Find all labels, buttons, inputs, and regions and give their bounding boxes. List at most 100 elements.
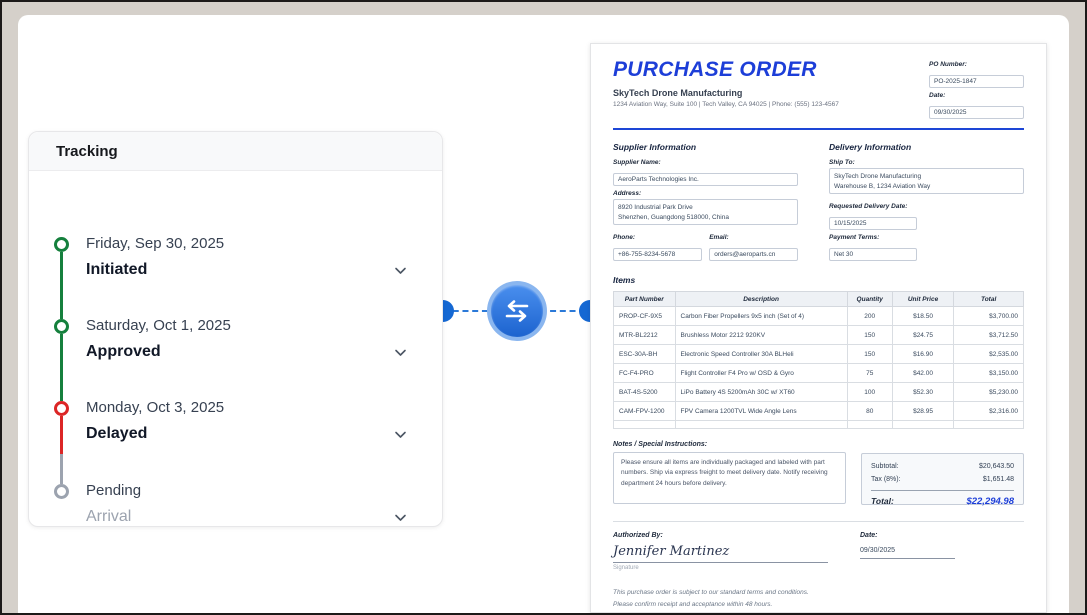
po-company-name: SkyTech Drone Manufacturing: [613, 88, 743, 98]
requested-delivery-date-input[interactable]: [829, 217, 917, 230]
cell-qty: 200: [846, 306, 893, 326]
col-header-part: Part Number: [613, 291, 676, 307]
timeline-connector: [60, 416, 63, 454]
footer-line-1: This purchase order is subject to our st…: [613, 589, 809, 596]
sync-hub-button[interactable]: [487, 281, 547, 341]
po-meta-fields: PO Number: Date:: [929, 61, 1024, 119]
cell-total: $2,535.00: [953, 344, 1024, 364]
cell-price: $42.00: [891, 363, 955, 383]
timeline-event-date: Pending: [86, 482, 142, 499]
payment-terms-label: Payment Terms:: [829, 234, 880, 241]
po-date-label: Date:: [929, 92, 946, 99]
po-date-input[interactable]: [929, 106, 1024, 119]
chevron-down-icon[interactable]: [394, 264, 407, 277]
signature-date-block: Date: 09/30/2025: [860, 532, 955, 571]
timeline-node-approved: [54, 319, 69, 334]
cell-qty: 75: [846, 363, 893, 383]
signature-field[interactable]: Jennifer Martinez: [613, 541, 828, 563]
cell-price: $18.50: [891, 306, 955, 326]
supplier-address-label: Address:: [613, 190, 642, 197]
table-row: CAM-FPV-1200 FPV Camera 1200TVL Wide Ang…: [613, 401, 1024, 421]
cell-price: $16.90: [891, 344, 955, 364]
timeline-event-date: Monday, Oct 3, 2025: [86, 399, 225, 416]
delivery-section: Delivery Information Ship To: SkyTech Dr…: [829, 142, 1024, 261]
timeline-event-date: Friday, Sep 30, 2025: [86, 235, 225, 252]
chevron-down-icon[interactable]: [394, 346, 407, 359]
notes-label: Notes / Special Instructions:: [613, 441, 708, 448]
tracking-timeline: Friday, Sep 30, 2025 Initiated Saturday,…: [29, 171, 442, 527]
table-row: PROP-CF-9X5 Carbon Fiber Propellers 9x5 …: [613, 306, 1024, 326]
subtotal-label: Subtotal:: [871, 463, 899, 470]
header-divider: [613, 128, 1024, 130]
col-header-total: Total: [953, 291, 1024, 307]
po-number-label: PO Number:: [929, 61, 967, 68]
supplier-name-label: Supplier Name:: [613, 159, 661, 166]
transfer-arrows-icon: [491, 285, 543, 337]
signature-caption: Signature: [613, 565, 639, 571]
cell-part: MTR-BL2212: [613, 325, 676, 345]
timeline-node-initiated: [54, 237, 69, 252]
supplier-address-input[interactable]: 8920 Industrial Park Drive Shenzhen, Gua…: [613, 199, 798, 225]
cell-desc: Electronic Speed Controller 30A BLHeli: [674, 344, 848, 364]
table-row-empty: [613, 420, 1024, 429]
totals-box: Subtotal: $20,643.50 Tax (8%): $1,651.48…: [861, 453, 1024, 507]
supplier-email-label: Email:: [709, 234, 729, 241]
cell-qty: 100: [846, 382, 893, 402]
authorized-by-label: Authorized By:: [613, 532, 663, 539]
supplier-phone-input[interactable]: [613, 248, 702, 261]
col-header-qty: Quantity: [846, 291, 893, 307]
timeline-connector: [60, 334, 63, 401]
col-header-desc: Description: [674, 291, 848, 307]
tracking-card-header: Tracking: [29, 132, 442, 171]
table-row: ESC-30A-BH Electronic Speed Controller 3…: [613, 344, 1024, 364]
purchase-order-document: PURCHASE ORDER SkyTech Drone Manufacturi…: [590, 43, 1047, 613]
tax-value: $1,651.48: [982, 476, 1014, 484]
total-label: Total:: [871, 495, 894, 506]
cell-qty: 150: [846, 344, 893, 364]
timeline-event-date: Saturday, Oct 1, 2025: [86, 317, 231, 334]
supplier-name-input[interactable]: [613, 173, 798, 186]
timeline-node-arrival: [54, 484, 69, 499]
cell-qty: 150: [846, 325, 893, 345]
cell-desc: Flight Controller F4 Pro w/ OSD & Gyro: [674, 363, 848, 383]
supplier-email-input[interactable]: [709, 248, 798, 261]
timeline-node-delayed: [54, 401, 69, 416]
po-company-address: 1234 Aviation Way, Suite 100 | Tech Vall…: [613, 101, 839, 108]
cell-price: $24.75: [891, 325, 955, 345]
timeline-event-status: Approved: [86, 343, 161, 360]
po-header-left: PURCHASE ORDER SkyTech Drone Manufacturi…: [613, 58, 839, 108]
cell-total: $2,316.00: [953, 401, 1024, 421]
total-value: $22,294.98: [966, 495, 1014, 507]
signature-divider: [613, 521, 1024, 522]
cell-desc: LiPo Battery 4S 5200mAh 30C w/ XT60: [674, 382, 848, 402]
table-row: FC-F4-PRO Flight Controller F4 Pro w/ OS…: [613, 363, 1024, 383]
po-number-input[interactable]: [929, 75, 1024, 88]
po-title: PURCHASE ORDER: [613, 58, 817, 81]
chevron-down-icon[interactable]: [394, 511, 407, 524]
authorized-by-block: Authorized By: Jennifer Martinez Signatu…: [613, 532, 828, 571]
chevron-down-icon[interactable]: [394, 428, 407, 441]
col-header-price: Unit Price: [891, 291, 955, 307]
notes-text[interactable]: Please ensure all items are individually…: [613, 452, 846, 504]
cell-total: $3,712.50: [953, 325, 1024, 345]
timeline-event-status: Arrival: [86, 508, 132, 525]
footer-line-2: Please confirm receipt and acceptance wi…: [613, 601, 773, 609]
notes-section: Notes / Special Instructions: Please ens…: [613, 441, 846, 505]
totals-divider: [871, 489, 1014, 491]
cell-price: $52.30: [891, 382, 955, 402]
signature-date-label: Date:: [860, 532, 878, 539]
payment-terms-input[interactable]: [829, 248, 917, 261]
cell-desc: Carbon Fiber Propellers 9x5 inch (Set of…: [674, 306, 848, 326]
tracking-card: Tracking Friday, Sep 30, 2025 Initiated …: [28, 131, 443, 527]
ship-to-input[interactable]: SkyTech Drone Manufacturing Warehouse B,…: [829, 168, 1024, 194]
cell-part: BAT-4S-5200: [613, 382, 676, 402]
tax-label: Tax (8%):: [871, 476, 901, 484]
cell-total: $3,700.00: [953, 306, 1024, 326]
subtotal-value: $20,643.50: [978, 463, 1014, 470]
cell-price: $28.95: [891, 401, 955, 421]
cell-desc: FPV Camera 1200TVL Wide Angle Lens: [674, 401, 848, 421]
tracking-card-title: Tracking: [56, 142, 118, 160]
cell-part: FC-F4-PRO: [613, 363, 676, 383]
cell-qty: 80: [846, 401, 893, 421]
signature-date-field[interactable]: 09/30/2025: [860, 541, 955, 559]
